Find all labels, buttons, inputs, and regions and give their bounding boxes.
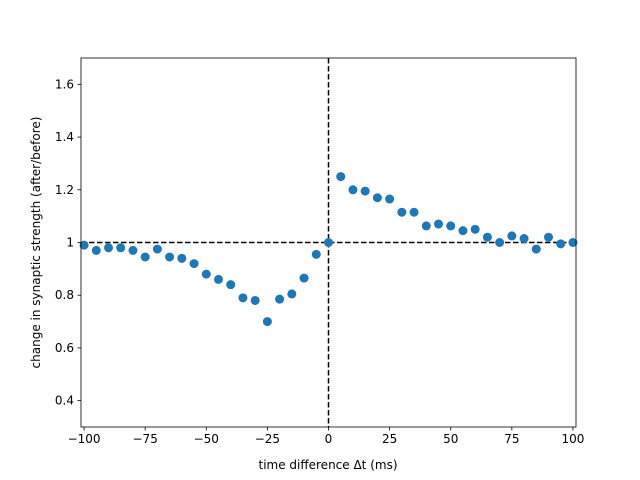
y-tick-label: 1.4 [55,130,74,144]
y-tick-label: 0.6 [55,341,74,355]
y-axis-label: change in synaptic strength (after/befor… [29,117,43,369]
point [140,252,150,262]
point [568,238,578,247]
point [214,274,223,284]
x-axis-label: time difference Δt (ms) [258,458,397,472]
point [238,293,248,303]
y-tick-label: 0.4 [55,394,74,408]
point [397,207,407,217]
y-tick-label: 1 [66,236,74,250]
point [556,239,566,249]
x-tick-label: 25 [382,432,397,446]
point [262,317,272,327]
point [348,185,358,195]
x-tick-label: 50 [443,432,458,446]
point [165,252,175,262]
y-tick-label: 1.2 [55,183,74,197]
point [128,245,138,255]
point [177,253,187,263]
point [519,234,529,244]
point [104,243,113,253]
point [470,224,480,234]
x-tick-label: −25 [255,432,280,446]
point [201,269,211,279]
x-tick-label: 0 [325,432,333,446]
point [531,244,541,254]
point [409,207,419,217]
x-tick-label: −75 [133,432,158,446]
point [226,280,236,290]
point [434,219,443,229]
point [189,259,199,269]
point [458,226,468,236]
point [446,221,456,231]
point [544,232,553,242]
point [116,243,126,253]
plot-frame [80,57,577,428]
y-tick-label: 1.6 [55,77,74,91]
point [275,294,285,304]
point [299,273,309,283]
point [372,193,382,203]
point [250,295,260,305]
point [336,172,346,182]
point [495,238,505,247]
point [152,244,162,254]
point [507,231,517,241]
point [421,221,431,231]
point [79,240,89,250]
point [482,232,492,242]
point [91,245,101,255]
y-tick-label: 0.8 [55,288,74,302]
point [385,194,395,204]
x-tick-label: 75 [504,432,519,446]
point [324,238,333,247]
point [287,289,297,299]
x-tick-label: 100 [561,432,584,446]
x-tick-label: −100 [68,432,101,446]
point [360,186,370,196]
x-tick-label: −50 [194,432,219,446]
point [311,249,321,259]
